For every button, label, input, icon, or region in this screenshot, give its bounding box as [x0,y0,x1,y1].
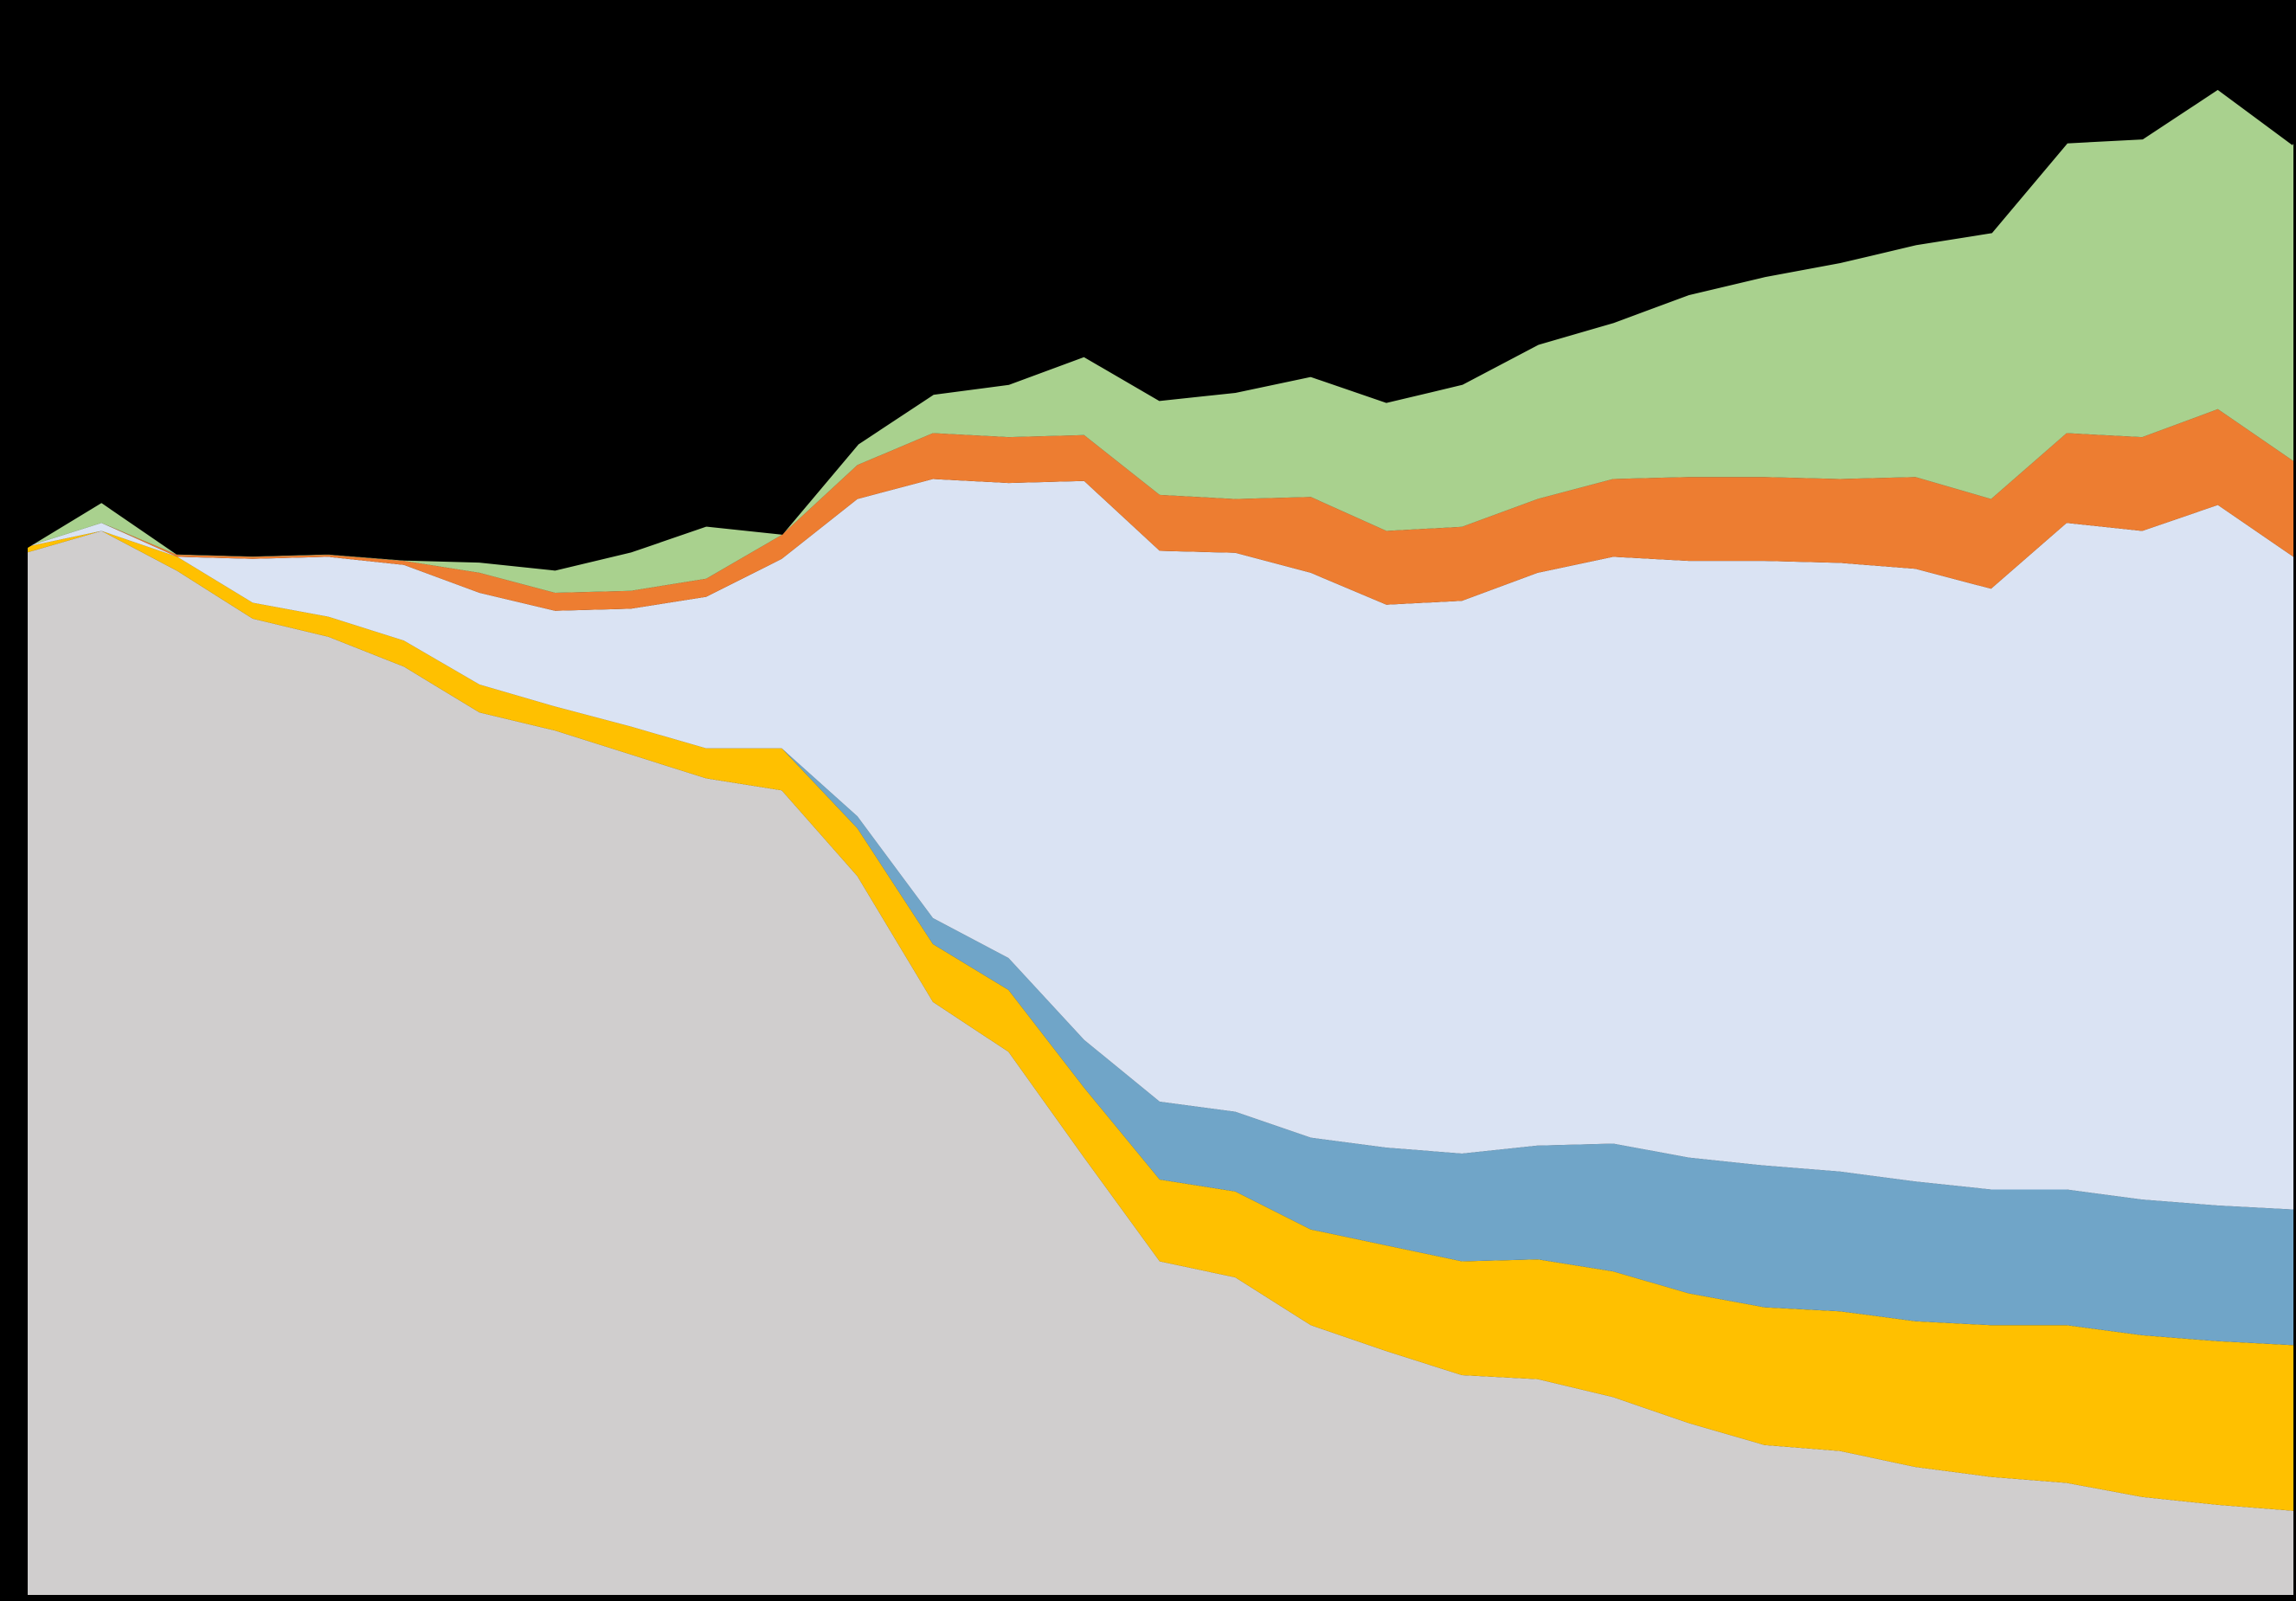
area [26,479,2293,1210]
area [26,87,2293,593]
area [26,530,2293,1597]
area [26,408,2293,611]
area-outline [24,86,2295,571]
area [26,530,2293,1346]
area [26,530,2293,1511]
